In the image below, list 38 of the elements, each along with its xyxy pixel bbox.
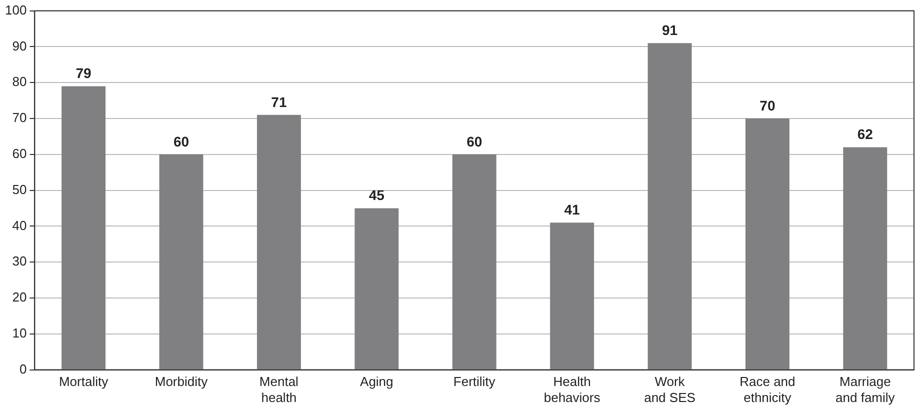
bar — [62, 86, 106, 370]
bar — [550, 222, 594, 370]
data-label: 62 — [857, 126, 874, 142]
x-tick-label: Race and ethnicity — [740, 374, 796, 405]
bar — [354, 208, 399, 370]
x-tick-label: Aging — [360, 374, 394, 390]
y-tick-label: 100 — [4, 2, 27, 18]
data-label: 41 — [564, 201, 580, 218]
bar — [745, 118, 790, 370]
y-tick-label: 0 — [19, 361, 27, 376]
y-tick-label: 50 — [12, 182, 27, 197]
x-tick-label: Mortality — [58, 374, 109, 390]
y-tick-label: 70 — [12, 110, 27, 126]
data-label: 60 — [173, 133, 190, 150]
data-label: 45 — [368, 187, 385, 204]
bar — [256, 114, 301, 370]
data-label: 60 — [466, 133, 482, 150]
bar — [159, 154, 204, 370]
bar — [843, 147, 888, 370]
data-label: 79 — [76, 65, 92, 82]
y-tick-label: 80 — [12, 74, 27, 90]
data-label: 70 — [760, 97, 776, 114]
x-tick-label: Health behaviors — [544, 374, 601, 405]
x-tick-label: Fertility — [453, 374, 496, 390]
x-tick-label: Morbidity — [154, 374, 208, 390]
y-tick-label: 90 — [12, 38, 27, 54]
x-tick-label: Mental health — [259, 374, 299, 405]
y-tick-label: 20 — [12, 290, 27, 305]
bar — [648, 43, 692, 370]
y-tick-label: 30 — [12, 254, 27, 269]
bar — [452, 154, 496, 370]
y-tick-label: 40 — [12, 218, 27, 233]
x-tick-label: Work and SES — [644, 374, 696, 405]
y-tick-label: 10 — [12, 325, 27, 340]
y-tick-label: 60 — [12, 146, 27, 161]
data-label: 71 — [271, 94, 287, 110]
x-tick-label: Marriage and family — [836, 374, 896, 405]
data-label: 91 — [662, 22, 678, 38]
